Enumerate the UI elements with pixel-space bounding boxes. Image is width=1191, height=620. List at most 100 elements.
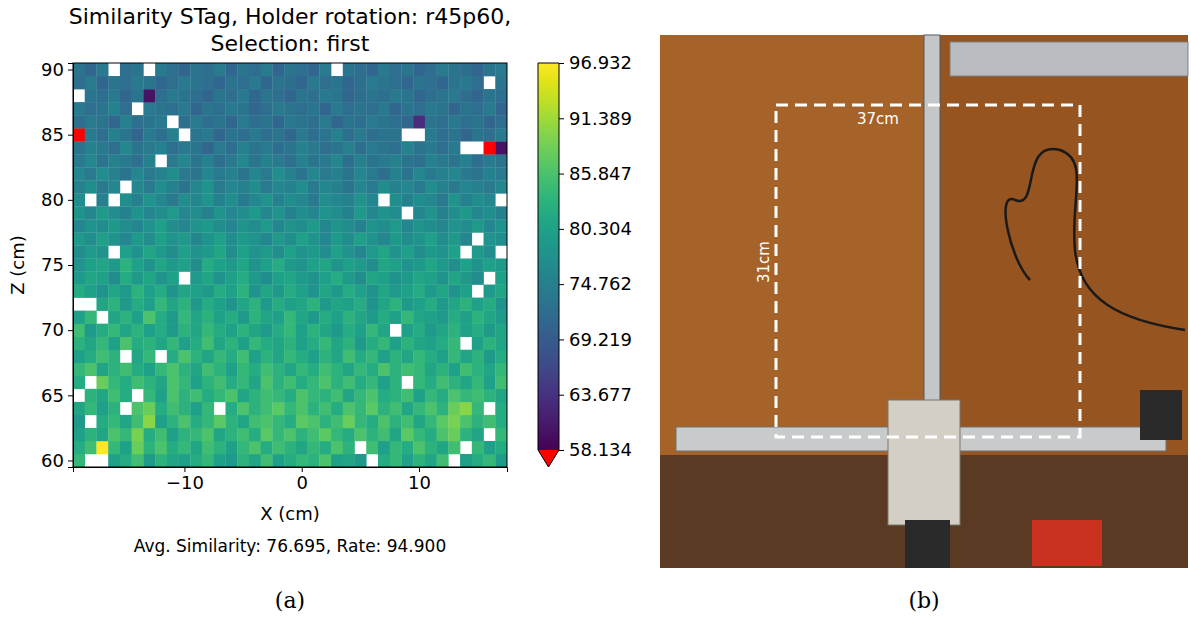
heatmap-cell	[448, 402, 460, 415]
heatmap-cell	[96, 206, 108, 219]
heatmap-cell	[355, 376, 367, 389]
tick: 58.134	[559, 439, 632, 460]
heatmap-cell	[120, 206, 132, 219]
heatmap-cell	[108, 415, 120, 428]
heatmap-cell	[343, 389, 355, 402]
heatmap-cell	[96, 363, 108, 376]
work-area	[776, 105, 1080, 437]
heatmap-cell	[343, 193, 355, 206]
heatmap-cell	[249, 89, 261, 102]
heatmap-cell	[425, 76, 437, 89]
heatmap-cell	[190, 245, 202, 258]
heatmap-cell	[85, 428, 97, 441]
heatmap-cell	[108, 285, 120, 298]
heatmap-cell	[343, 376, 355, 389]
heatmap-cell	[190, 141, 202, 154]
heatmap-cell	[378, 102, 390, 115]
heatmap-cell	[132, 245, 144, 258]
heatmap-cell	[202, 102, 214, 115]
heatmap-cell	[413, 454, 425, 467]
heatmap-cell	[308, 298, 320, 311]
heatmap-cell	[85, 141, 97, 154]
heatmap-cell	[378, 272, 390, 285]
heatmap-cell	[343, 89, 355, 102]
heatmap-cell	[143, 272, 155, 285]
heatmap-cell	[272, 180, 284, 193]
heatmap-cell	[343, 311, 355, 324]
heatmap-cell	[308, 441, 320, 454]
heatmap-cell	[484, 415, 496, 428]
heatmap-cell	[167, 454, 179, 467]
heatmap-cell	[237, 219, 249, 232]
heatmap-cell	[272, 232, 284, 245]
heatmap-cell	[132, 350, 144, 363]
tick-mark	[68, 70, 73, 71]
heatmap-cell	[355, 128, 367, 141]
heatmap-cell	[460, 389, 472, 402]
heatmap-cell	[284, 219, 296, 232]
heatmap-cell	[308, 180, 320, 193]
tick-label: 69.219	[569, 329, 632, 350]
heatmap-cell	[378, 402, 390, 415]
heatmap-cell	[296, 141, 308, 154]
heatmap-cell	[331, 415, 343, 428]
heatmap-cell	[413, 102, 425, 115]
heatmap-cell	[390, 285, 402, 298]
heatmap-cell	[343, 63, 355, 76]
heatmap-cell	[73, 311, 85, 324]
heatmap-cell	[143, 324, 155, 337]
heatmap-cell	[143, 258, 155, 271]
heatmap-cell	[472, 402, 484, 415]
heatmap-cell	[214, 232, 226, 245]
heatmap-cell	[378, 376, 390, 389]
heatmap-cell	[448, 389, 460, 402]
heatmap-cell	[319, 350, 331, 363]
heatmap-cell	[437, 441, 449, 454]
heatmap-cell	[132, 76, 144, 89]
heatmap-cell	[96, 245, 108, 258]
heatmap-cell	[437, 311, 449, 324]
heatmap-cell	[225, 245, 237, 258]
tick-label: 60	[41, 450, 64, 471]
tick-mark	[559, 174, 564, 175]
heatmap-cell	[390, 389, 402, 402]
heatmap-cell	[202, 389, 214, 402]
heatmap-cell	[401, 389, 413, 402]
heatmap-cell	[96, 76, 108, 89]
heatmap-cell	[73, 415, 85, 428]
heatmap-cell	[155, 363, 167, 376]
heatmap-cell	[237, 311, 249, 324]
heatmap-cell	[225, 154, 237, 167]
heatmap-cell	[237, 415, 249, 428]
heatmap-cell	[202, 232, 214, 245]
heatmap-cell	[108, 311, 120, 324]
heatmap-cell	[437, 232, 449, 245]
heatmap-cell	[155, 180, 167, 193]
heatmap-cell	[261, 428, 273, 441]
heatmap-cell	[96, 219, 108, 232]
heatmap-cell	[85, 232, 97, 245]
heatmap-cell	[472, 76, 484, 89]
heatmap-cell	[460, 258, 472, 271]
heatmap-cell	[308, 389, 320, 402]
heatmap-cell	[425, 285, 437, 298]
tick: 85.847	[559, 163, 632, 184]
heatmap-cell	[143, 454, 155, 467]
heatmap-cell	[96, 389, 108, 402]
heatmap-cell	[190, 389, 202, 402]
heatmap-cell	[214, 415, 226, 428]
heatmap-cell	[378, 167, 390, 180]
heatmap-cell	[378, 154, 390, 167]
heatmap-cell	[472, 154, 484, 167]
heatmap-cell	[179, 76, 191, 89]
heatmap-cell	[319, 154, 331, 167]
heatmap-cell	[143, 363, 155, 376]
heatmap-cell	[378, 180, 390, 193]
tick: 10	[408, 467, 431, 493]
heatmap-cell	[425, 193, 437, 206]
heatmap-cell	[190, 167, 202, 180]
heatmap-cell	[484, 376, 496, 389]
heatmap-cell	[308, 376, 320, 389]
heatmap-cell	[73, 76, 85, 89]
x-axis: −10010	[74, 467, 508, 493]
